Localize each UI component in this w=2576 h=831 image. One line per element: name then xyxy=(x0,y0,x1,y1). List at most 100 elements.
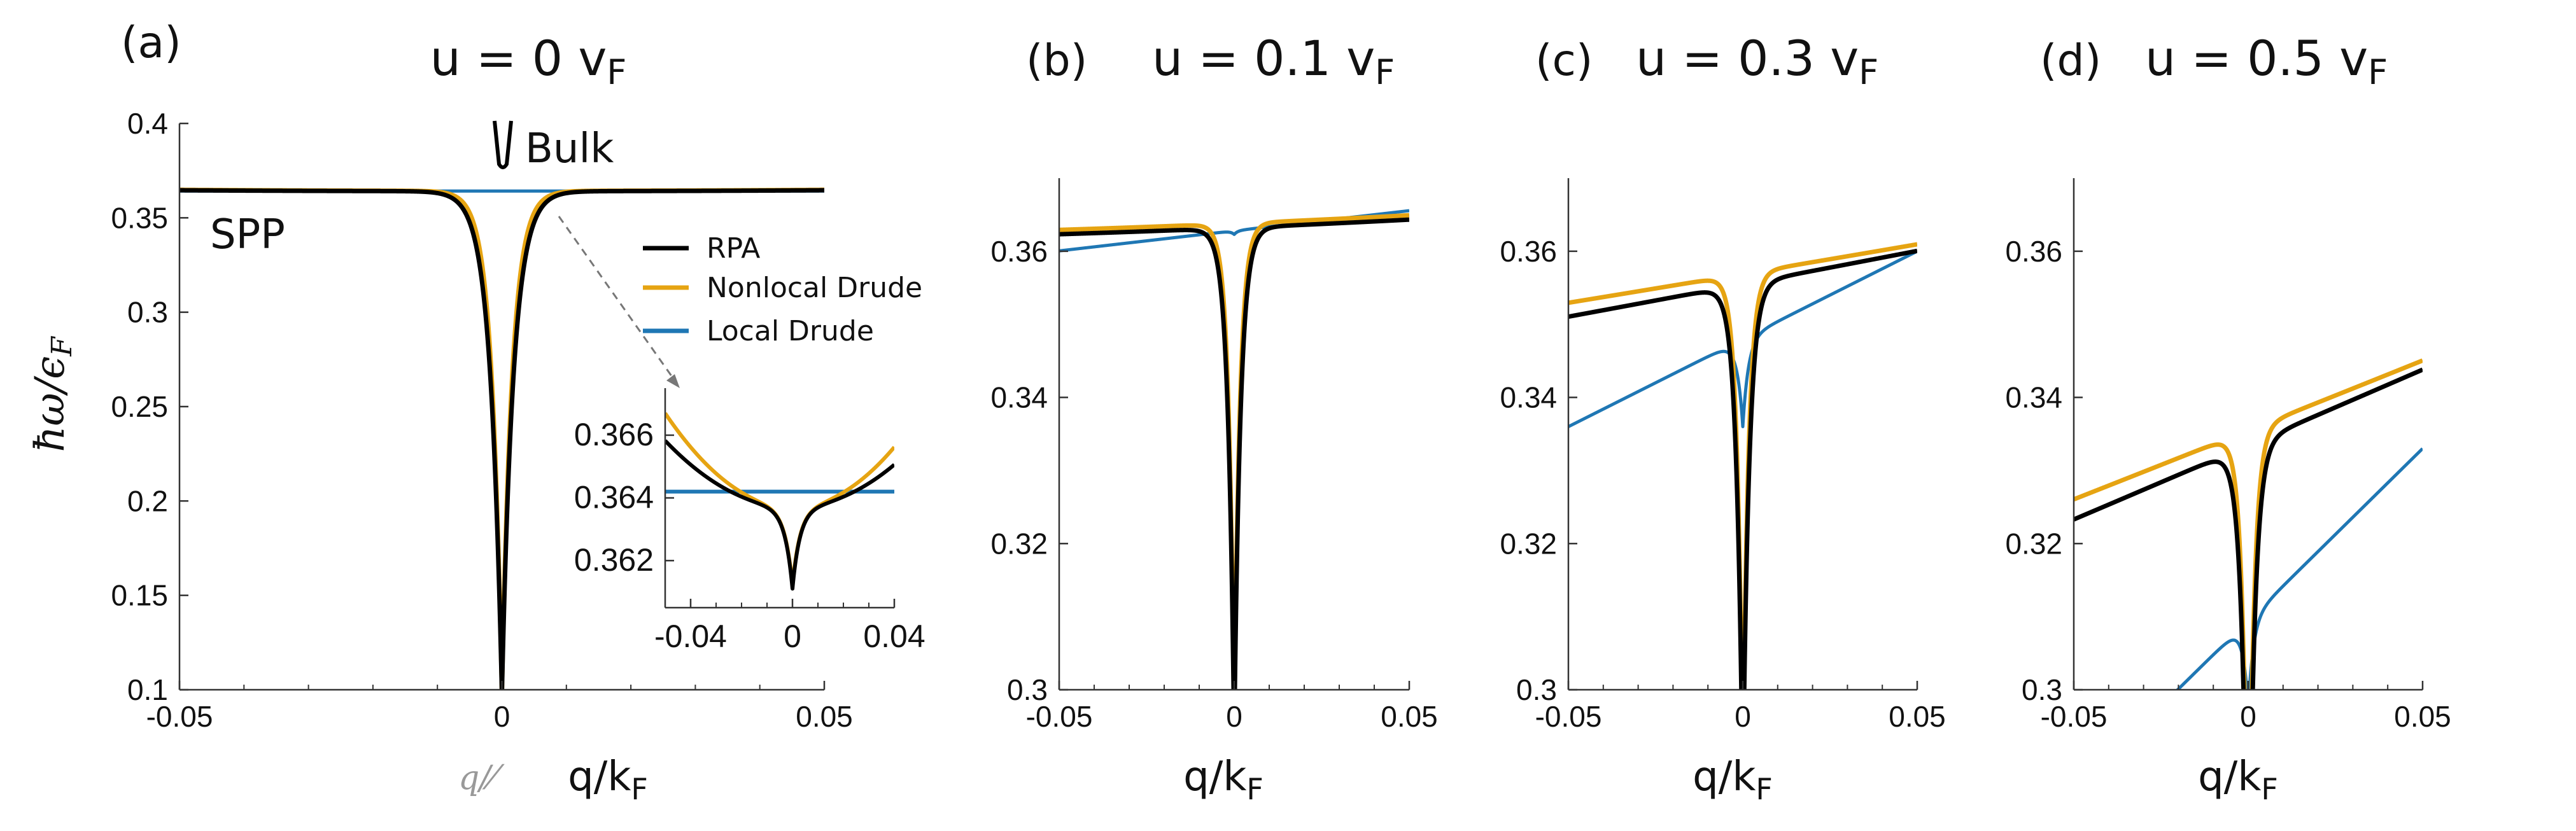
panel-d-plot-area: -0.05 0 0.05 0.3 0.32 0.34 0.36 xyxy=(2005,178,2451,733)
panel-a-xlabel-main: q/k xyxy=(568,753,631,800)
panel-a-series-rpa xyxy=(179,188,824,690)
panel-d-y-tick-label: 0.32 xyxy=(2005,527,2062,560)
inset-series-rpa xyxy=(665,438,894,591)
panel-b-xlabel-sub: F xyxy=(1246,772,1263,806)
panel-d-label: (d) xyxy=(2040,36,2101,86)
panel-d-x-tick-label: 0.05 xyxy=(2394,700,2451,733)
panel-d-y-tick-label: 0.3 xyxy=(2022,673,2062,706)
panel-c-xlabel-sub: F xyxy=(1756,772,1772,806)
panel-c-plot-area: -0.05 0 0.05 0.3 0.32 0.34 0.36 xyxy=(1500,178,1946,733)
panel-a-label: (a) xyxy=(121,18,181,68)
panel-b: -0.05 0 0.050.30.320.340.36 (b) u = 0.1 vF… xyxy=(990,30,1437,806)
panel-a-x-tick-label: -0.05 xyxy=(146,700,213,733)
panel-c-series-nonlocal-drude xyxy=(1568,242,1917,690)
panel-a-series-group xyxy=(179,187,824,690)
panel-a-ylabel-main: ħω/ϵ xyxy=(27,356,74,452)
panel-d-xlabel-sub: F xyxy=(2261,772,2277,806)
panel-b-x-tick-label: 0 xyxy=(1226,700,1242,733)
panel-d-xlabel: q/kF xyxy=(2198,753,2278,806)
inset-y-tick-label: 0.366 xyxy=(574,417,654,452)
panel-d-x-tick-label: -0.05 xyxy=(2041,700,2108,733)
annotation-bulk: Bulk xyxy=(525,125,614,172)
legend-local-label: Local Drude xyxy=(707,315,874,347)
panel-d-y-tick-label: 0.36 xyxy=(2005,235,2062,268)
inset-x-tick-label: 0.04 xyxy=(863,618,925,654)
panel-c-title: u = 0.3 vF xyxy=(1636,30,1878,92)
panel-c-y-tick-label: 0.3 xyxy=(1516,673,1557,706)
panel-a-ylabel: ħω/ϵF xyxy=(27,336,78,452)
panel-b-xlabel-main: q/k xyxy=(1183,753,1246,800)
inset-x-tick-label: -0.04 xyxy=(654,618,727,654)
panel-c-xlabel-main: q/k xyxy=(1693,753,1756,800)
annotation-spp: SPP xyxy=(210,211,285,258)
panel-b-y-tick-label: 0.32 xyxy=(990,527,1048,560)
panel-a-ylabel-sub: F xyxy=(46,336,78,357)
panel-b-title-main: u = 0.1 v xyxy=(1152,30,1375,87)
panel-c-y-tick-label: 0.36 xyxy=(1500,235,1557,268)
inset-pointer-arrowhead xyxy=(666,374,680,388)
panel-a-xlabel-sub: F xyxy=(631,772,647,806)
panel-b-x-tick-label: -0.05 xyxy=(1026,700,1093,733)
inset-background xyxy=(665,388,894,608)
panel-b-x-tick-label: 0.05 xyxy=(1381,700,1438,733)
panel-b-y-tick-label: 0.34 xyxy=(990,381,1048,414)
panel-c-title-sub: F xyxy=(1859,52,1878,92)
panel-d-title-sub: F xyxy=(2368,52,2388,92)
panel-c-x-tick-label: 0 xyxy=(1735,700,1751,733)
panel-a-y-tick-label: 0.3 xyxy=(127,296,168,329)
panel-c-x-tick-label: 0.05 xyxy=(1889,700,1946,733)
legend-nonlocal-label: Nonlocal Drude xyxy=(707,272,922,304)
panel-a: -0.05 0 0.05 0.1 0.15 0.2 0.25 0.3 0.35 0.4 (a) u… xyxy=(27,18,926,806)
panel-c-series-rpa xyxy=(1568,248,1917,690)
bulk-marker xyxy=(493,120,513,169)
panel-a-ghost-label: q/⁄ xyxy=(458,759,505,797)
panel-d-x-tick-label: 0 xyxy=(2240,700,2256,733)
panel-d-series-group xyxy=(2074,358,2423,690)
panel-d: -0.05 0 0.050.30.320.340.36 (d) u = 0.5 vF… xyxy=(2005,30,2451,806)
panel-c-y-tick-label: 0.34 xyxy=(1500,381,1557,414)
panel-b-series-rpa xyxy=(1059,217,1409,690)
panel-c-series-group xyxy=(1568,242,1917,690)
panel-a-y-tick-label: 0.25 xyxy=(111,390,168,423)
panel-a-x-tick-label: 0.05 xyxy=(796,700,853,733)
legend: RPA Nonlocal Drude Local Drude xyxy=(643,232,922,347)
panel-a-y-tick-label: 0.1 xyxy=(127,673,168,706)
panel-c-xlabel: q/kF xyxy=(1693,753,1773,806)
panel-b-label: (b) xyxy=(1026,36,1087,86)
panel-b-xlabel: q/kF xyxy=(1183,753,1263,806)
panel-d-title-main: u = 0.5 v xyxy=(2145,30,2368,87)
panel-b-y-tick-label: 0.36 xyxy=(990,235,1048,268)
inset-y-tick-label: 0.362 xyxy=(574,542,654,578)
panel-a-title-main: u = 0 v xyxy=(430,30,607,87)
panel-b-title: u = 0.1 vF xyxy=(1152,30,1395,92)
panel-c-label: (c) xyxy=(1535,36,1593,86)
inset-pointer-line xyxy=(558,216,676,381)
panel-d-xlabel-main: q/k xyxy=(2198,753,2261,800)
panel-b-title-sub: F xyxy=(1375,52,1395,92)
panel-a-y-tick-label: 0.2 xyxy=(127,484,168,517)
panel-a-xlabel: q/kF xyxy=(568,753,648,806)
inset-series-group xyxy=(665,411,894,591)
panel-d-y-tick-label: 0.34 xyxy=(2005,381,2062,414)
panel-a-title-sub: F xyxy=(607,52,626,92)
inset-y-tick-label: 0.364 xyxy=(574,480,654,515)
panel-c-title-main: u = 0.3 v xyxy=(1636,30,1859,87)
panel-b-series-group xyxy=(1059,209,1409,690)
panel-b-series-nonlocal-drude xyxy=(1059,213,1409,690)
inset-x-tick-label: 0 xyxy=(784,618,801,654)
panel-a-plot-area: -0.05 0 0.05 0.1 0.15 0.2 0.25 0.3 0.35 0.4 xyxy=(111,107,852,733)
panel-c-series-local-drude xyxy=(1568,249,1917,429)
panel-d-series-local-drude xyxy=(2175,447,2423,690)
inset-plot-area: -0.04 0 0.04 0.362 0.364 0.366 xyxy=(574,388,926,654)
panel-b-plot-area: -0.05 0 0.05 0.3 0.32 0.34 0.36 xyxy=(990,178,1438,733)
panel-a-y-tick-label: 0.15 xyxy=(111,579,168,612)
panel-c: -0.05 0 0.050.30.320.340.36 (c) u = 0.3 vF… xyxy=(1500,30,1945,806)
panel-a-y-tick-label: 0.4 xyxy=(127,107,168,140)
panel-c-x-tick-label: -0.05 xyxy=(1535,700,1602,733)
panel-c-y-tick-label: 0.32 xyxy=(1500,527,1557,560)
panel-d-title: u = 0.5 vF xyxy=(2145,30,2388,92)
panel-a-title: u = 0 vF xyxy=(430,30,627,92)
panel-d-series-nonlocal-drude xyxy=(2074,358,2423,690)
panel-b-y-tick-label: 0.3 xyxy=(1007,673,1048,706)
